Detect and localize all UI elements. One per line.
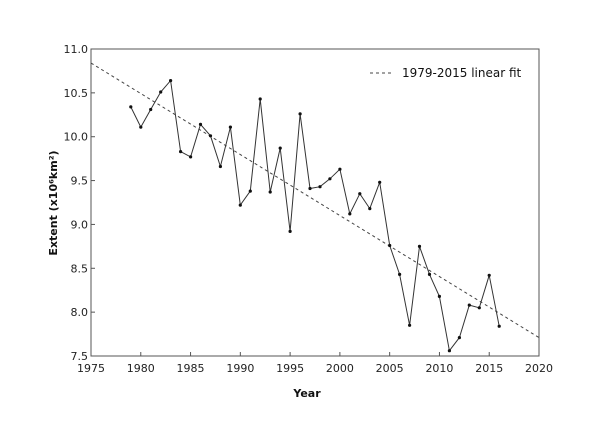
x-axis: 1975 1980 1985 1990 1995 2000 2005 2010 2015 2020 <box>77 352 553 375</box>
linear-fit-line <box>90 62 540 339</box>
data-point <box>159 90 163 94</box>
legend: 1979-2015 linear fit <box>370 66 522 80</box>
data-point <box>378 180 382 184</box>
data-point <box>149 107 153 112</box>
plot-frame <box>90 48 540 357</box>
data-point <box>477 306 481 310</box>
data-point <box>139 125 143 129</box>
data-point <box>487 273 491 277</box>
data-point <box>288 229 292 233</box>
y-tick-label: 8.5 <box>71 262 89 275</box>
y-tick-label: 9.5 <box>71 175 89 188</box>
data-point <box>398 272 402 276</box>
x-tick-label: 2005 <box>376 362 404 375</box>
extent-series-line <box>130 79 500 352</box>
data-point <box>467 303 471 307</box>
x-tick-label: 2020 <box>525 362 553 375</box>
data-point <box>318 185 322 189</box>
data-point <box>368 207 372 211</box>
data-point <box>298 112 302 116</box>
data-point <box>179 150 183 154</box>
y-tick-label: 8.0 <box>71 306 89 319</box>
data-point <box>308 186 312 191</box>
legend-label: 1979-2015 linear fit <box>402 66 522 80</box>
y-axis-title: Extent (x10⁶km²) <box>47 150 60 255</box>
data-point <box>348 212 352 216</box>
data-point <box>427 272 432 276</box>
data-point <box>228 125 232 129</box>
y-axis: 7.5 8.0 8.5 9.0 9.5 10.0 10.5 11.0 <box>64 43 95 363</box>
x-tick-label: 1985 <box>177 362 205 375</box>
data-point <box>447 349 451 353</box>
x-tick-label: 2000 <box>326 362 354 375</box>
data-point <box>457 336 461 340</box>
data-point <box>208 134 213 138</box>
x-tick-label: 1975 <box>77 362 105 375</box>
y-tick-label: 11.0 <box>64 43 89 56</box>
data-point <box>437 294 441 298</box>
data-point <box>338 167 342 171</box>
y-tick-label: 10.0 <box>64 131 89 144</box>
y-tick-label: 9.0 <box>71 218 89 231</box>
x-tick-label: 2015 <box>475 362 503 375</box>
x-axis-title: Year <box>292 387 321 400</box>
y-tick-label: 7.5 <box>71 350 89 363</box>
data-point <box>497 324 501 328</box>
x-tick-label: 1990 <box>226 362 254 375</box>
data-point <box>248 189 252 193</box>
data-point <box>238 203 242 207</box>
data-point <box>218 164 222 169</box>
extent-series-markers <box>129 79 501 353</box>
x-tick-label: 2010 <box>425 362 453 375</box>
data-point <box>408 323 412 327</box>
x-tick-label: 1980 <box>127 362 155 375</box>
x-tick-label: 1995 <box>276 362 304 375</box>
data-point <box>268 190 272 194</box>
data-point <box>358 192 362 196</box>
data-point <box>258 97 262 101</box>
data-point <box>417 244 422 248</box>
data-point <box>169 79 173 83</box>
y-tick-label: 10.5 <box>64 87 89 100</box>
data-point <box>328 177 332 181</box>
data-point <box>129 105 133 109</box>
data-point <box>198 122 203 126</box>
data-point <box>189 155 193 159</box>
data-point <box>388 243 392 248</box>
data-point <box>278 146 282 150</box>
